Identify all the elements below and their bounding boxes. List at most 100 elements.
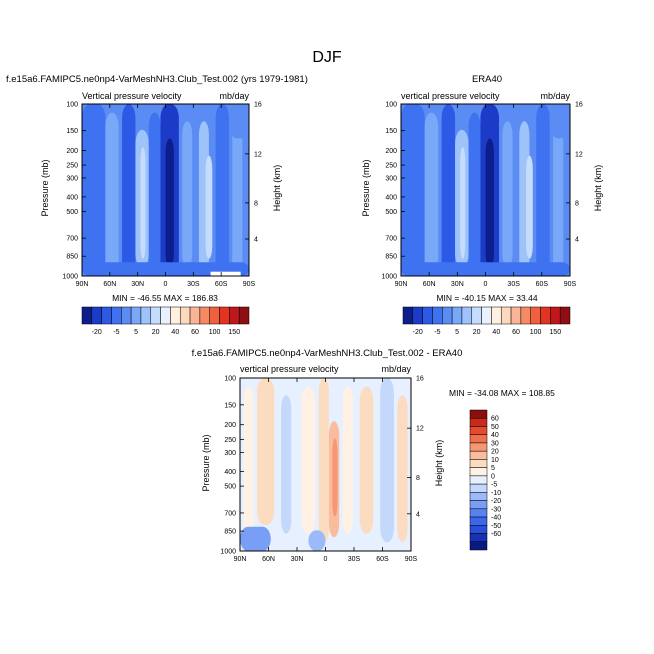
field-region xyxy=(243,386,254,534)
x-tick-label: 90S xyxy=(564,281,577,288)
panel-model-title: f.e15a6.FAMIPC5.ne0np4-VarMeshNH3.Club_T… xyxy=(6,74,308,85)
y2-tick-label: 16 xyxy=(575,102,583,109)
panel-model-y2label: Height (km) xyxy=(272,165,282,212)
x-tick-label: 30S xyxy=(187,281,200,288)
field-region xyxy=(526,155,533,259)
colorbar-cell xyxy=(469,442,488,452)
field-region xyxy=(397,395,408,543)
colorbar-cell xyxy=(510,306,522,325)
y-tick-label: 300 xyxy=(385,175,397,182)
colorbar-label: 150 xyxy=(228,329,240,336)
y2-tick-label: 12 xyxy=(416,426,424,433)
field-region xyxy=(122,104,136,276)
x-tick-label: 0 xyxy=(324,556,328,563)
y2-tick-label: 12 xyxy=(254,151,262,158)
colorbar-cell xyxy=(412,306,423,325)
y-tick-label: 150 xyxy=(66,128,78,135)
field-region xyxy=(342,386,353,534)
colorbar-cell xyxy=(422,306,433,325)
field-region xyxy=(485,138,494,268)
x-tick-label: 60N xyxy=(103,281,116,288)
y-tick-label: 200 xyxy=(66,148,78,155)
y-tick-label: 500 xyxy=(66,209,78,216)
x-tick-label: 60N xyxy=(423,281,436,288)
colorbar-label: 40 xyxy=(492,329,500,336)
field-region xyxy=(215,104,229,276)
y-tick-label: 850 xyxy=(224,529,236,536)
field-region xyxy=(468,112,481,276)
field-region xyxy=(380,378,394,543)
colorbar-cell xyxy=(481,306,492,325)
field-region xyxy=(257,378,275,526)
y-tick-label: 100 xyxy=(385,102,397,109)
y-tick-label: 200 xyxy=(385,148,397,155)
colorbar-label: 5 xyxy=(134,329,138,336)
colorbar-cell xyxy=(469,426,488,435)
colorbar-label: -30 xyxy=(491,506,501,513)
field-region xyxy=(401,104,425,276)
colorbar-label: 0 xyxy=(491,473,495,480)
colorbar-cell xyxy=(520,306,531,325)
colorbar-label: -20 xyxy=(491,498,501,505)
colorbar-cell xyxy=(469,475,488,485)
panel-diff-plot: 90N 60N 30N 0 30S 60S 90S 100 150 200 250 300 400 500… xyxy=(220,376,423,564)
panel-diff-title: f.e15a6.FAMIPC5.ne0np4-VarMeshNH3.Club_T… xyxy=(192,348,463,359)
colorbar-label: 5 xyxy=(491,465,495,472)
y-tick-label: 850 xyxy=(66,254,78,261)
field-region xyxy=(549,104,570,139)
y-tick-label: 1000 xyxy=(220,549,236,556)
y-tick-label: 500 xyxy=(385,209,397,216)
colorbar-cell xyxy=(229,306,240,325)
colorbar-label: 20 xyxy=(473,329,481,336)
panel-model-plot: 90N 60N 30N 0 30S 60S 90S 100 150 200 250 300 400 500… xyxy=(62,102,261,289)
panel-model-stats: MIN = -46.55 MAX = 186.83 xyxy=(112,293,218,303)
y-tick-label: 400 xyxy=(66,194,78,201)
colorbar-label: 40 xyxy=(171,329,179,336)
field-region xyxy=(148,112,161,276)
y2-tick-label: 16 xyxy=(416,376,424,383)
y-tick-label: 400 xyxy=(385,194,397,201)
colorbar-cell xyxy=(81,306,93,325)
colorbar-cell xyxy=(432,306,443,325)
y-tick-label: 700 xyxy=(385,236,397,243)
colorbar-cell xyxy=(471,306,482,325)
x-tick-label: 90N xyxy=(76,281,89,288)
x-tick-label: 0 xyxy=(164,281,168,288)
y-tick-label: 150 xyxy=(385,128,397,135)
y2-tick-label: 8 xyxy=(416,475,420,482)
field-region xyxy=(502,121,513,268)
colorbar-cell xyxy=(469,508,488,518)
field-region xyxy=(205,155,213,259)
colorbar-cell xyxy=(559,306,571,325)
colorbar-cell xyxy=(111,306,122,325)
x-tick-label: 30S xyxy=(507,281,520,288)
x-tick-label: 30S xyxy=(348,556,361,563)
field-region xyxy=(301,386,316,534)
x-tick-label: 60S xyxy=(215,281,228,288)
x-tick-label: 90N xyxy=(395,281,408,288)
panel-era40: ERA40 vertical pressure velocity mb/day … xyxy=(361,74,603,336)
colorbar-label: 20 xyxy=(491,449,499,456)
colorbar-cell xyxy=(540,306,551,325)
y-tick-label: 250 xyxy=(66,163,78,170)
colorbar-cell xyxy=(238,306,250,325)
y-tick-label: 300 xyxy=(224,450,236,457)
colorbar-cell xyxy=(491,306,502,325)
colorbar-cell xyxy=(121,306,132,325)
field-region xyxy=(140,147,146,259)
y2-tick-label: 16 xyxy=(254,102,262,109)
y-tick-label: 200 xyxy=(224,422,236,429)
field-region xyxy=(460,147,466,259)
colorbar-cell xyxy=(469,459,488,468)
x-tick-label: 90S xyxy=(243,281,256,288)
y-tick-label: 150 xyxy=(224,402,236,409)
colorbar-cell xyxy=(451,306,463,325)
y2-tick-label: 4 xyxy=(575,237,579,244)
panel-diff-stats: MIN = -34.08 MAX = 108.85 xyxy=(449,388,555,398)
colorbar-cell xyxy=(442,306,453,325)
colorbar-cell xyxy=(199,306,210,325)
y-tick-label: 100 xyxy=(66,102,78,109)
colorbar-label: -50 xyxy=(491,523,501,530)
panel-era40-plot: 90N 60N 30N 0 30S 60S 90S 100 150 200 250 300 400 500… xyxy=(381,102,582,289)
